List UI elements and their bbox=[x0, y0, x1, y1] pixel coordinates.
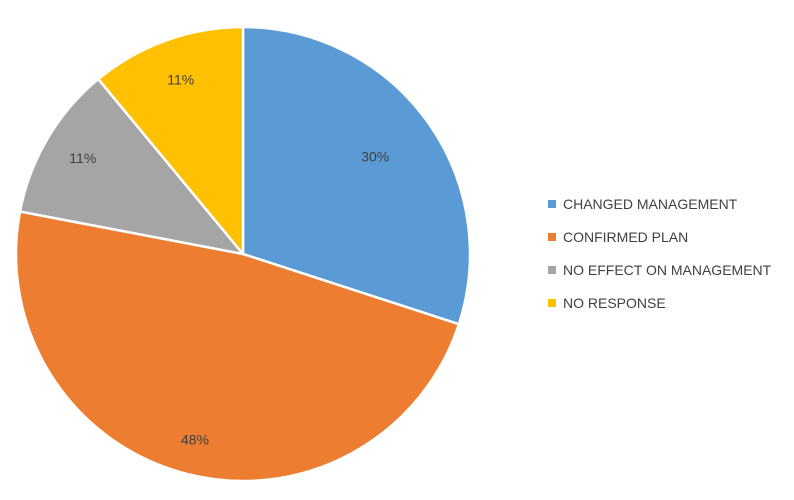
data-label-no-effect-on-management: 11% bbox=[69, 150, 96, 166]
data-label-confirmed-plan: 48% bbox=[181, 432, 209, 448]
pie-slice-no-response bbox=[97, 25, 245, 256]
legend-swatch-no-response bbox=[548, 299, 556, 307]
legend-swatch-confirmed-plan bbox=[548, 233, 556, 241]
pie-chart: 30% 48% 11% 11% bbox=[14, 25, 472, 483]
pie-slice-changed-management bbox=[241, 25, 472, 326]
legend-label-no-response: NO RESPONSE bbox=[563, 295, 666, 311]
legend-label-confirmed-plan: CONFIRMED PLAN bbox=[563, 229, 689, 245]
legend-item-no-effect-on-management: NO EFFECT ON MANAGEMENT bbox=[548, 259, 771, 281]
legend: CHANGED MANAGEMENT CONFIRMED PLAN NO EFF… bbox=[548, 193, 771, 325]
legend-item-confirmed-plan: CONFIRMED PLAN bbox=[548, 226, 771, 248]
legend-label-no-effect-on-management: NO EFFECT ON MANAGEMENT bbox=[563, 262, 772, 278]
legend-label-changed-management: CHANGED MANAGEMENT bbox=[563, 196, 738, 212]
legend-swatch-no-effect-on-management bbox=[548, 266, 556, 274]
legend-swatch-changed-management bbox=[548, 200, 556, 208]
data-label-changed-management: 30% bbox=[361, 149, 389, 165]
legend-item-no-response: NO RESPONSE bbox=[548, 292, 771, 314]
pie-slice-confirmed-plan bbox=[14, 210, 461, 483]
legend-item-changed-management: CHANGED MANAGEMENT bbox=[548, 193, 771, 215]
pie-slice-no-effect-on-management bbox=[18, 77, 245, 256]
data-label-no-response: 11% bbox=[167, 72, 194, 88]
